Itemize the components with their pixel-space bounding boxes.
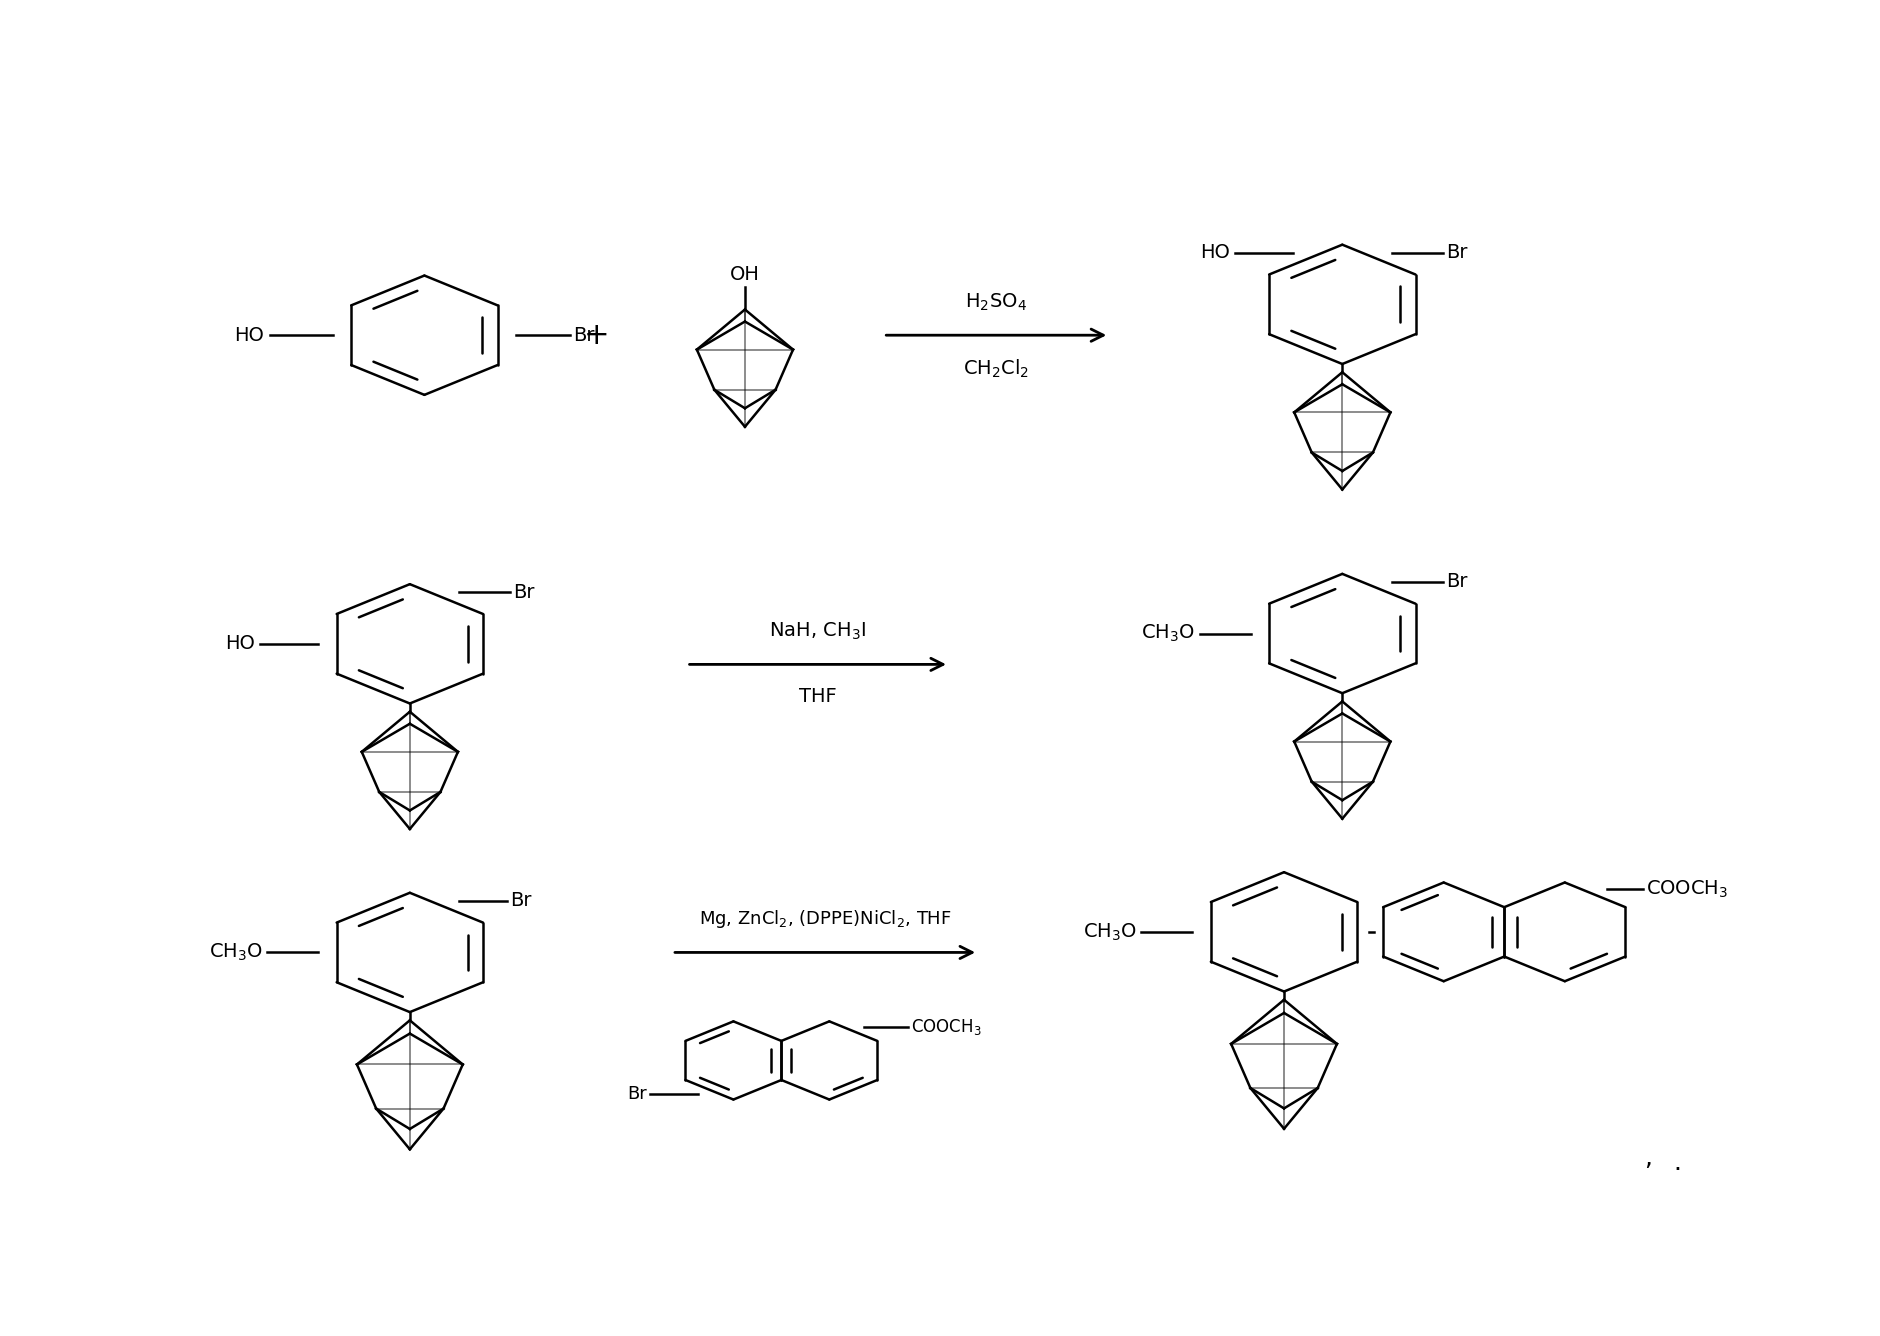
Text: H$_2$SO$_4$: H$_2$SO$_4$ [964,291,1026,313]
Text: HO: HO [226,635,256,653]
Text: Br: Br [509,891,532,910]
Text: CH$_3$O: CH$_3$O [1083,922,1137,942]
Text: CH$_2$Cl$_2$: CH$_2$Cl$_2$ [963,358,1030,381]
Text: Br: Br [1446,572,1466,592]
Text: Br: Br [628,1085,647,1104]
Text: Br: Br [513,582,534,601]
Text: Br: Br [573,326,594,345]
Text: ,: , [1645,1146,1653,1170]
Text: OH: OH [729,265,760,283]
Text: Br: Br [1446,243,1466,262]
Text: Mg, ZnCl$_2$, (DPPE)NiCl$_2$, THF: Mg, ZnCl$_2$, (DPPE)NiCl$_2$, THF [699,907,951,930]
Text: CH$_3$O: CH$_3$O [1141,623,1196,644]
Text: COOCH$_3$: COOCH$_3$ [912,1017,981,1037]
Text: HO: HO [235,326,263,345]
Text: NaH, CH$_3$I: NaH, CH$_3$I [769,620,867,641]
Text: .: . [1673,1152,1681,1176]
Text: +: + [583,321,609,350]
Text: THF: THF [799,687,837,705]
Text: HO: HO [1199,243,1230,262]
Text: COOCH$_3$: COOCH$_3$ [1647,879,1730,899]
Text: CH$_3$O: CH$_3$O [209,942,263,963]
